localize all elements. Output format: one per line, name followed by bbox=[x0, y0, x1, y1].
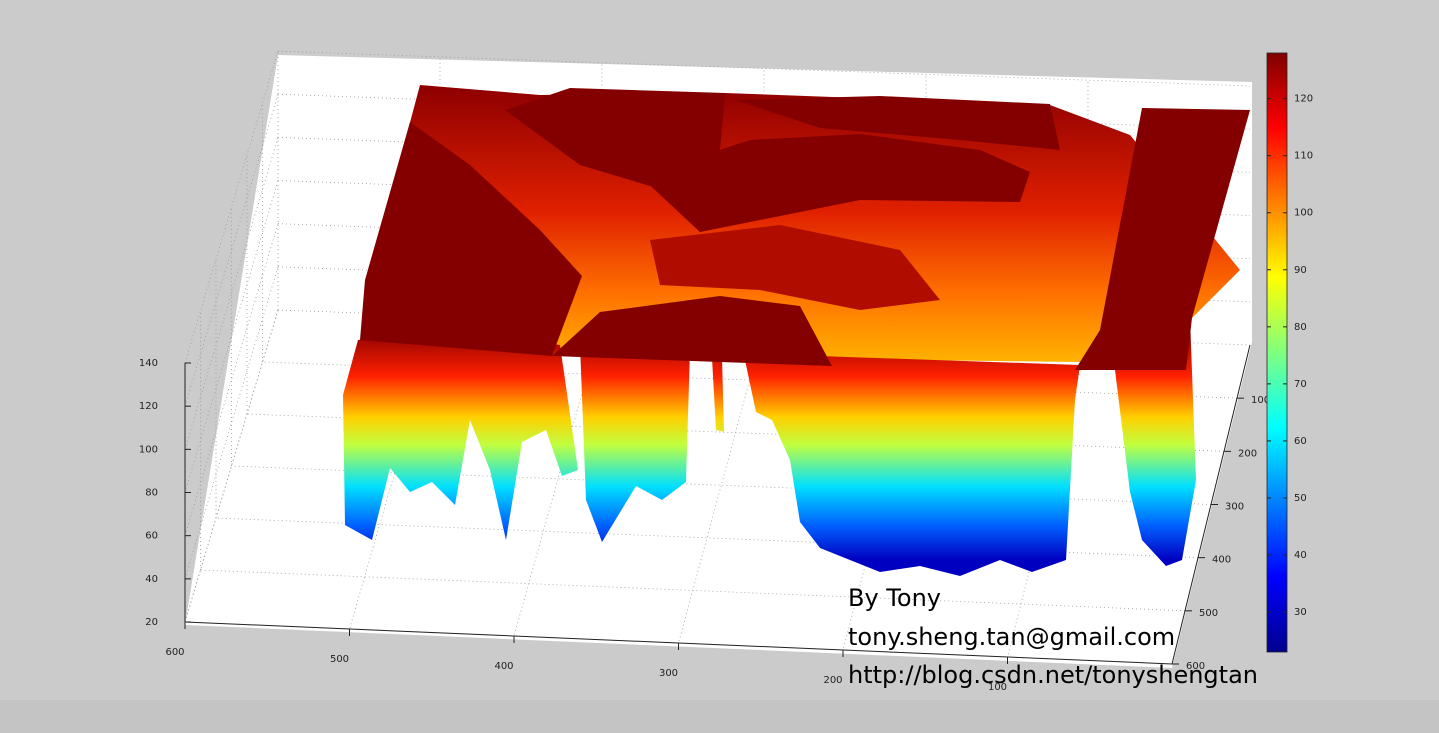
colorbar-ticks: 30 40 50 60 70 80 90 100 110 120 bbox=[1267, 94, 1313, 618]
colorbar-tick-label: 40 bbox=[1294, 550, 1307, 561]
grid-line bbox=[200, 569, 1186, 612]
colorbar-tick-label: 70 bbox=[1294, 379, 1307, 390]
surface-patch bbox=[1115, 318, 1196, 566]
colorbar bbox=[1266, 52, 1288, 653]
y-tick-label: 200 bbox=[1238, 448, 1257, 459]
axes: 100 200 300 400 500 600 100 200 300 400 500 600 20 40… bbox=[139, 344, 1270, 693]
shadow bbox=[0, 700, 1439, 733]
colorbar-tick-label: 50 bbox=[1294, 493, 1307, 504]
colorbar-tick-label: 30 bbox=[1294, 607, 1307, 618]
surface bbox=[343, 85, 1250, 576]
x-tick-label: 500 bbox=[330, 654, 349, 665]
surface-patch bbox=[712, 358, 724, 432]
x-tick-label: 600 bbox=[165, 647, 184, 658]
x-tick-label: 100 bbox=[988, 682, 1007, 693]
y-tick-label: 400 bbox=[1212, 555, 1231, 566]
z-tick-label: 60 bbox=[145, 531, 158, 542]
z-tick-label: 20 bbox=[145, 617, 158, 628]
annotation: http://blog.csdn.net/tonyshengtan bbox=[848, 661, 1258, 689]
surface-patch bbox=[580, 345, 690, 542]
grid-line bbox=[246, 413, 1225, 452]
annotation: By Tony bbox=[848, 584, 941, 612]
x-tick-label: 300 bbox=[659, 668, 678, 679]
colorbar-tick-label: 120 bbox=[1294, 94, 1313, 105]
surface-patch bbox=[745, 355, 1080, 576]
y-tick-label: 100 bbox=[1251, 395, 1270, 406]
colorbar-tick-label: 60 bbox=[1294, 436, 1307, 447]
y-axis bbox=[1171, 344, 1251, 665]
surface-patch bbox=[343, 330, 578, 540]
surface-patch bbox=[640, 134, 1030, 232]
z-tick-label: 100 bbox=[139, 444, 158, 455]
colorbar-tick-label: 100 bbox=[1294, 208, 1313, 219]
x-axis bbox=[184, 621, 1173, 665]
surface-patch bbox=[1075, 108, 1250, 370]
y-tick-label: 500 bbox=[1199, 608, 1218, 619]
colorbar-tick-label: 80 bbox=[1294, 322, 1307, 333]
y-tick-label: 600 bbox=[1186, 661, 1205, 672]
surface-patch bbox=[735, 96, 1060, 150]
z-tick-label: 40 bbox=[145, 574, 158, 585]
x-tick-label: 200 bbox=[823, 675, 842, 686]
annotation: tony.sheng.tan@gmail.com bbox=[848, 623, 1175, 651]
surface-patch bbox=[360, 122, 582, 356]
surface-patch bbox=[505, 88, 725, 186]
surface-patch bbox=[552, 296, 832, 366]
x-tick-label: 400 bbox=[494, 661, 513, 672]
surface-patch bbox=[650, 225, 940, 310]
z-tick-label: 140 bbox=[139, 358, 158, 369]
colorbar-tick-label: 110 bbox=[1294, 151, 1313, 162]
z-tick-label: 120 bbox=[139, 401, 158, 412]
colorbar-tick-label: 90 bbox=[1294, 265, 1307, 276]
z-tick-label: 80 bbox=[145, 488, 158, 499]
y-tick-label: 300 bbox=[1225, 502, 1244, 513]
